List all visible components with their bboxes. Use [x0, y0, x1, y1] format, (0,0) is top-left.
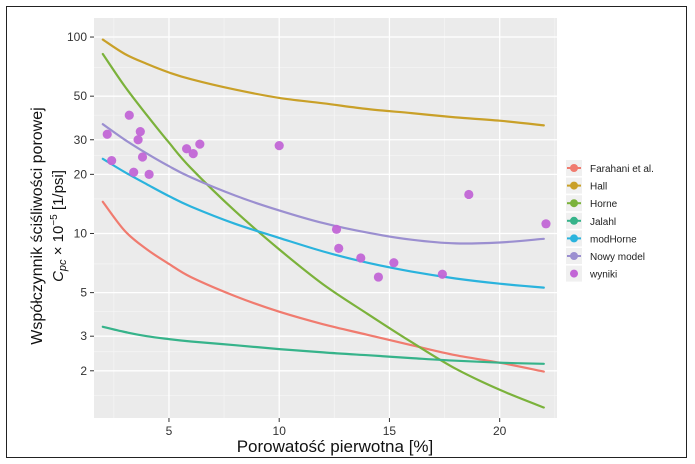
- data-point-wyniki: [137, 152, 148, 162]
- legend-key-point: [570, 164, 578, 172]
- axis-titles: Porowatość pierwotna [%] Współczynnik śc…: [29, 107, 433, 456]
- y-tick-label: 10: [74, 226, 88, 240]
- legend-label-horne: Horne: [590, 199, 618, 210]
- y-tick-label: 5: [80, 286, 87, 300]
- data-point-wyniki: [135, 127, 145, 137]
- y-tick-label: 2: [80, 364, 87, 378]
- x-tick-label: 20: [493, 424, 507, 438]
- x-tick-label: 15: [383, 424, 397, 438]
- series-line-hall: [101, 38, 545, 127]
- data-point-wyniki: [129, 167, 139, 177]
- legend-label-hall: Hall: [590, 182, 607, 193]
- y-axis-title-line1: Współczynnik ściśliwości porowej: [29, 107, 46, 344]
- data-point-wyniki: [195, 139, 205, 149]
- plot-background: [94, 18, 557, 418]
- y-tick-label: 3: [80, 329, 87, 343]
- y-tick-label: 30: [74, 133, 88, 147]
- data-point-wyniki: [356, 253, 366, 263]
- data-point-wyniki: [331, 224, 342, 234]
- series-line-modhorne: [101, 157, 545, 289]
- data-point-wyniki: [182, 144, 192, 154]
- data-point-wyniki: [188, 149, 198, 159]
- series-line-horne: [101, 52, 545, 409]
- x-tick-label: 5: [166, 424, 173, 438]
- legend-label-nowy-model: Nowy model: [590, 252, 645, 263]
- legend-key-point: [570, 199, 578, 208]
- y-tick-label: 50: [74, 89, 88, 103]
- legend-key-point: [570, 181, 578, 190]
- legend-label-modhorne: modHorne: [590, 234, 637, 245]
- data-point-wyniki: [274, 141, 284, 151]
- data-point-wyniki: [144, 169, 154, 179]
- legend-key-point: [570, 234, 578, 243]
- x-axis-title: Porowatość pierwotna [%]: [237, 437, 434, 456]
- legend-label-wyniki: wyniki: [589, 270, 617, 281]
- data-point-wyniki: [389, 258, 399, 268]
- legend-label-farahani-et-al: Farahani et al.: [590, 164, 654, 175]
- data-point-wyniki: [124, 110, 134, 120]
- data-point-wyniki: [133, 135, 143, 145]
- data-point-wyniki: [373, 272, 384, 282]
- data-point-wyniki: [107, 155, 117, 166]
- plot-area: 5 10 15 20 2 3 5 10 20 30 50 100: [67, 18, 557, 438]
- series-line-jalahl: [101, 325, 545, 365]
- data-point-wyniki: [464, 189, 474, 200]
- y-tick-label: 20: [74, 167, 88, 181]
- y-tick-label: 100: [67, 30, 87, 44]
- series-line-nowy-model: [101, 123, 545, 245]
- legend: Farahani et al. Hall Horne Jalahl modHorne No…: [561, 156, 681, 286]
- data-point-wyniki: [102, 129, 112, 139]
- legend-key-point: [570, 216, 578, 225]
- legend-key-point: [570, 269, 578, 278]
- data-point-wyniki: [541, 219, 551, 229]
- series-line-farahani-et-al: [101, 200, 545, 373]
- legend-key-point: [570, 252, 578, 260]
- data-point-wyniki: [334, 243, 344, 253]
- x-tick-label: 10: [273, 424, 287, 438]
- chart-frame: [6, 6, 687, 458]
- y-axis-title-line2: Cpc × 10−5 [1/psi]: [49, 170, 69, 282]
- data-point-wyniki: [437, 269, 447, 279]
- legend-label-jalahl: Jalahl: [590, 217, 616, 228]
